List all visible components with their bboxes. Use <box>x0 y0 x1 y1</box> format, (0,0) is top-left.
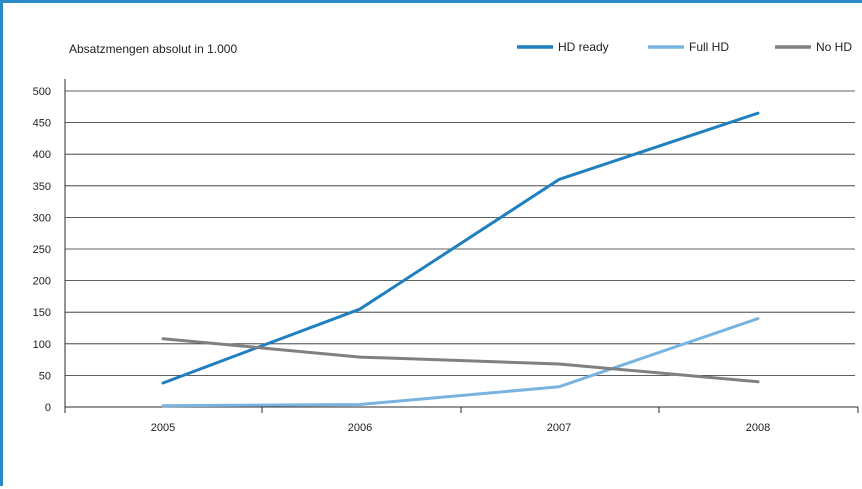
x-tick-labels: 2005 2006 2007 2008 <box>151 422 770 434</box>
y-tick-label: 250 <box>33 244 51 256</box>
series-lines <box>163 113 758 406</box>
series-line-1 <box>163 113 758 383</box>
legend: HD ready Full HD No HD <box>517 40 852 54</box>
y-tick-label: 150 <box>33 307 51 319</box>
y-tick-label: 0 <box>45 402 51 414</box>
x-tick-label: 2008 <box>746 422 770 434</box>
y-tick-label: 500 <box>33 86 51 98</box>
legend-label: Full HD <box>689 40 729 54</box>
y-tick-label: 450 <box>33 118 51 130</box>
x-tick-label: 2005 <box>151 422 175 434</box>
y-tick-labels: 0 50 100 150 200 250 300 350 400 450 500 <box>33 86 51 414</box>
grid-lines <box>65 91 855 375</box>
x-tick-label: 2006 <box>348 422 372 434</box>
y-tick-label: 50 <box>39 370 51 382</box>
y-tick-label: 100 <box>33 339 51 351</box>
axes <box>65 79 858 413</box>
y-tick-label: 350 <box>33 181 51 193</box>
y-tick-label: 200 <box>33 276 51 288</box>
line-chart: Absatzmengen absolut in 1.000 HD ready Fu… <box>3 3 862 489</box>
x-tick-label: 2007 <box>547 422 571 434</box>
y-tick-label: 400 <box>33 149 51 161</box>
y-axis-label: Absatzmengen absolut in 1.000 <box>69 42 237 56</box>
legend-label: No HD <box>816 40 852 54</box>
series-line-2 <box>163 319 758 406</box>
legend-label: HD ready <box>558 40 609 54</box>
y-tick-label: 300 <box>33 212 51 224</box>
